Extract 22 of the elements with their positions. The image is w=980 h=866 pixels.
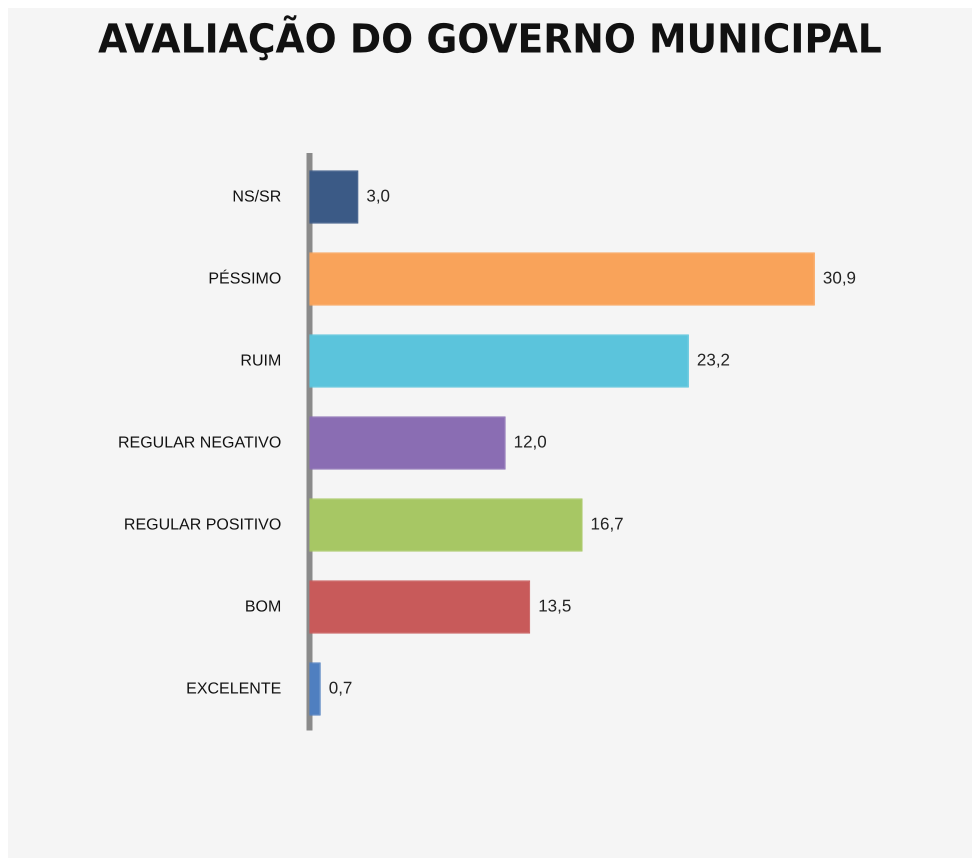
y-tick-label: REGULAR NEGATIVO [118, 434, 282, 452]
y-tick-label: REGULAR POSITIVO [124, 516, 282, 534]
chart-title: AVALIAÇÃO DO GOVERNO MUNICIPAL [98, 14, 882, 63]
bar [309, 334, 689, 388]
data-label: 0,7 [328, 678, 352, 698]
bar [309, 580, 530, 634]
y-tick-label: NS/SR [232, 188, 282, 206]
data-label: 3,0 [366, 186, 390, 206]
bar [309, 416, 506, 470]
y-tick-label: EXCELENTE [186, 680, 282, 698]
y-tick-label: PÉSSIMO [208, 269, 282, 288]
bar [309, 252, 815, 306]
data-label: 13,5 [538, 596, 572, 616]
bar [309, 498, 583, 552]
y-tick-label: BOM [244, 598, 282, 616]
data-label: 30,9 [822, 268, 856, 288]
bar [309, 662, 321, 716]
data-label: 23,2 [696, 350, 730, 370]
data-label: 16,7 [590, 514, 624, 534]
y-tick-label: RUIM [240, 352, 282, 370]
bar [309, 170, 358, 224]
data-label: 12,0 [514, 432, 547, 452]
